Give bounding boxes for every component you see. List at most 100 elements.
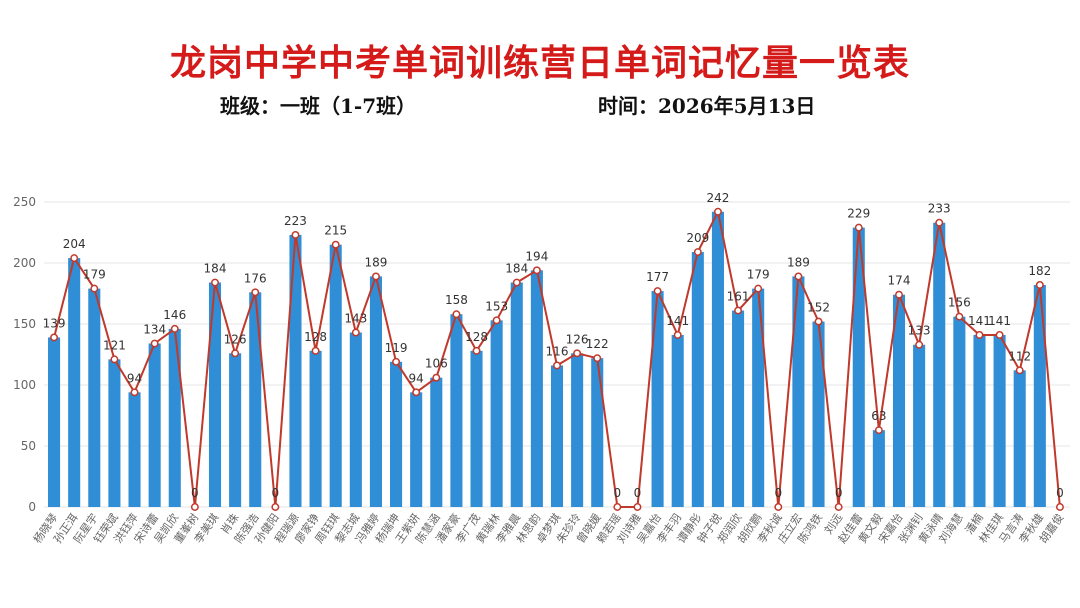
line-point [774, 503, 783, 511]
data-label: 152 [807, 301, 830, 315]
data-label: 0 [634, 486, 642, 500]
data-label: 0 [835, 486, 843, 500]
line-point [895, 290, 903, 299]
bar [1033, 284, 1046, 507]
line-point [613, 503, 622, 511]
data-label: 134 [143, 323, 166, 337]
bar [349, 332, 362, 507]
line-point [975, 331, 984, 339]
line-point [1015, 366, 1024, 375]
line-point [130, 388, 139, 397]
line-point [814, 317, 823, 326]
line-point [351, 328, 360, 337]
data-label: 119 [385, 341, 408, 355]
y-tick-label: 250 [13, 195, 36, 209]
bar [933, 222, 946, 508]
data-label: 63 [871, 409, 886, 423]
data-label: 106 [425, 357, 448, 371]
line-point [874, 426, 883, 435]
line-point [1035, 281, 1044, 289]
data-label: 126 [224, 332, 247, 346]
line-point [452, 310, 461, 319]
data-label: 189 [787, 255, 810, 269]
bar [953, 316, 966, 507]
bar [430, 377, 443, 507]
line-point [955, 312, 964, 321]
data-label: 242 [706, 191, 729, 205]
line-point [392, 357, 401, 366]
y-tick-label: 0 [28, 500, 36, 514]
line-point [673, 331, 682, 339]
bar [872, 430, 885, 507]
line-point [190, 503, 199, 511]
line-point [492, 316, 501, 325]
line-point [311, 346, 320, 355]
data-label: 0 [774, 486, 782, 500]
bar [892, 294, 906, 507]
line-point [532, 266, 541, 275]
data-label: 177 [646, 270, 669, 284]
data-label: 161 [727, 290, 750, 304]
bar [973, 334, 986, 507]
line-point [90, 284, 99, 293]
data-label: 153 [485, 299, 508, 313]
y-tick-label: 50 [21, 439, 36, 453]
bar [591, 358, 604, 507]
data-label: 141 [988, 314, 1011, 328]
bar [510, 282, 523, 507]
line-point [935, 218, 944, 227]
bar [329, 244, 342, 507]
line-point [794, 272, 803, 281]
line-point [231, 349, 240, 358]
bar [48, 337, 61, 507]
data-label: 184 [204, 262, 227, 276]
line-point [633, 503, 642, 511]
bar [1013, 370, 1026, 507]
line-point [573, 349, 582, 358]
data-label: 128 [304, 330, 327, 344]
data-label: 133 [908, 324, 931, 338]
bar [852, 227, 865, 507]
bar [148, 343, 161, 507]
data-label: 158 [445, 293, 468, 307]
line-point [432, 373, 441, 382]
bar [309, 350, 322, 507]
line-point [70, 254, 79, 263]
data-label: 0 [1056, 486, 1064, 500]
bar [812, 321, 825, 507]
data-label: 179 [83, 268, 106, 282]
bar [289, 234, 302, 507]
data-label: 141 [666, 314, 689, 328]
data-label: 143 [344, 312, 367, 326]
line-point [854, 223, 863, 232]
bar [691, 252, 704, 507]
bar [792, 276, 805, 507]
data-label: 156 [948, 296, 971, 310]
data-label: 176 [244, 271, 267, 285]
line-point [693, 248, 702, 256]
data-label: 0 [272, 486, 280, 500]
data-label: 204 [63, 237, 86, 251]
bar [490, 320, 503, 507]
data-label: 128 [465, 330, 488, 344]
line-point [734, 306, 743, 315]
bar [732, 310, 745, 507]
bar [470, 350, 483, 507]
data-label: 94 [127, 371, 142, 385]
line-point [110, 355, 119, 364]
line-point [995, 331, 1004, 339]
data-label: 116 [546, 344, 569, 358]
line-point [713, 207, 722, 216]
data-label: 139 [43, 316, 66, 330]
data-label: 189 [364, 255, 387, 269]
page-title: 龙岗中学中考单词训练营日单词记忆量一览表 [169, 42, 910, 84]
bar [128, 392, 141, 507]
data-label: 146 [163, 308, 186, 322]
bar [450, 314, 463, 507]
line-point [472, 346, 481, 355]
line-point [251, 288, 260, 297]
data-label: 179 [747, 268, 770, 282]
data-label: 0 [614, 486, 622, 500]
line-point [371, 272, 380, 281]
line-point [915, 340, 924, 349]
